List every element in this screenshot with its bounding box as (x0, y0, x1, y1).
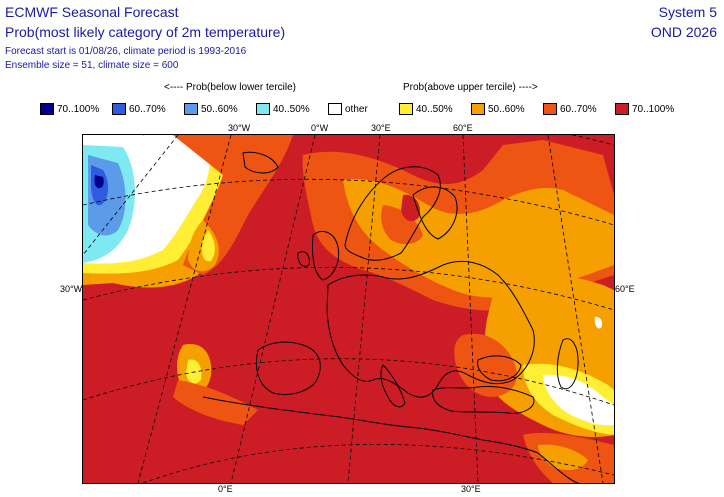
above-tercile-label: Prob(above upper tercile) ----> (403, 82, 538, 93)
grid-line (547, 135, 604, 483)
legend-item-other: other (328, 102, 368, 116)
legend-label: 70..100% (632, 103, 675, 115)
map-title: ECMWF Seasonal Forecast (5, 4, 179, 20)
lon-label-30e-bottom: 30°E (461, 484, 481, 494)
region-above-40-50 (186, 359, 202, 384)
lon-label-0-top: 0°W (311, 123, 329, 133)
grid-line (230, 135, 316, 483)
region-above-60-70 (173, 380, 258, 425)
legend-item-above-40-50: 40..50% (399, 102, 453, 116)
region-other (594, 316, 603, 329)
legend-swatch (112, 103, 126, 115)
legend-swatch (40, 103, 54, 115)
legend-swatch (471, 103, 485, 115)
legend-label: other (345, 103, 368, 115)
legend-label: 70..100% (57, 103, 100, 115)
legend-item-above-50-60: 50..60% (471, 102, 525, 116)
map-subtitle: Prob(most likely category of 2m temperat… (5, 24, 286, 40)
legend-swatch (184, 103, 198, 115)
legend-swatch (615, 103, 629, 115)
grid-line (83, 266, 614, 311)
legend-swatch (256, 103, 270, 115)
legend-item-above-70-100: 70..100% (615, 102, 674, 116)
map-canvas (83, 135, 614, 483)
lon-label-30w-top: 30°W (228, 123, 251, 133)
legend-item-below-50-60: 50..60% (184, 102, 238, 116)
lon-label-30e-top: 30°E (371, 123, 391, 133)
legend-label: 40..50% (273, 103, 310, 115)
coastline (242, 151, 279, 174)
lon-label-60e-top: 60°E (453, 123, 473, 133)
lat-label-60e-right: 60°E (615, 284, 635, 294)
coastline (344, 166, 441, 261)
coastline (412, 186, 458, 240)
legend-label: 60..70% (560, 103, 597, 115)
lat-label-30w-left: 30°W (60, 284, 83, 294)
legend-label: 60..70% (129, 103, 166, 115)
coastline (432, 386, 535, 414)
coastline (537, 452, 579, 483)
legend-item-below-60-70: 60..70% (112, 102, 166, 116)
below-tercile-label: <---- Prob(below lower tercile) (164, 82, 296, 93)
coastline (297, 251, 310, 267)
coastline (202, 396, 539, 454)
lon-label-0-bottom: 0°E (218, 484, 233, 494)
system-label: System 5 (658, 4, 717, 20)
coastline (556, 338, 579, 390)
legend-swatch (328, 103, 342, 115)
grid-line (142, 443, 614, 483)
legend-label: 50..60% (488, 103, 525, 115)
coastline (256, 341, 321, 396)
legend-item-above-60-70: 60..70% (543, 102, 597, 116)
forecast-map (82, 134, 615, 484)
graticule (83, 135, 614, 483)
forecast-info: Forecast start is 01/08/26, climate peri… (5, 46, 247, 57)
coastline (312, 231, 340, 281)
legend-label: 50..60% (201, 103, 238, 115)
grid-line (83, 135, 179, 256)
coastline (380, 364, 406, 408)
grid-line (347, 135, 381, 483)
coastline (326, 260, 535, 398)
grid-line (83, 178, 614, 226)
legend-label: 40..50% (416, 103, 453, 115)
season-label: OND 2026 (650, 24, 717, 40)
legend-item-below-40-50: 40..50% (256, 102, 310, 116)
region-below-70-100 (94, 175, 104, 189)
coastline (477, 355, 522, 382)
legend-swatch (543, 103, 557, 115)
ensemble-info: Ensemble size = 51, climate size = 600 (5, 60, 179, 71)
legend-item-below-70-100: 70..100% (40, 102, 99, 116)
legend-swatch (399, 103, 413, 115)
grid-line (83, 358, 614, 406)
grid-line (462, 135, 479, 483)
coastlines (202, 151, 579, 483)
region-above-40-50 (201, 230, 215, 262)
